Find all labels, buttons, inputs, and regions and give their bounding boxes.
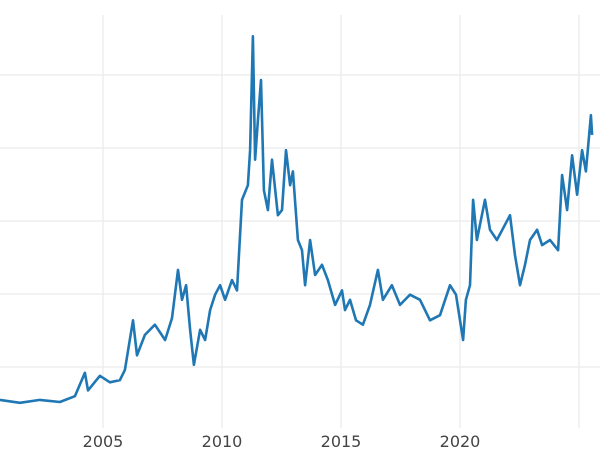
x-axis-ticks: 2005 2010 2015 2020 (83, 432, 481, 450)
series-line (0, 35, 594, 405)
horizontal-gridlines (0, 74, 600, 368)
x-tick-label: 2020 (440, 432, 481, 450)
x-tick-label: 2015 (321, 432, 362, 450)
vertical-gridlines (102, 15, 580, 428)
x-tick-label: 2010 (202, 432, 243, 450)
x-tick-label: 2005 (83, 432, 124, 450)
